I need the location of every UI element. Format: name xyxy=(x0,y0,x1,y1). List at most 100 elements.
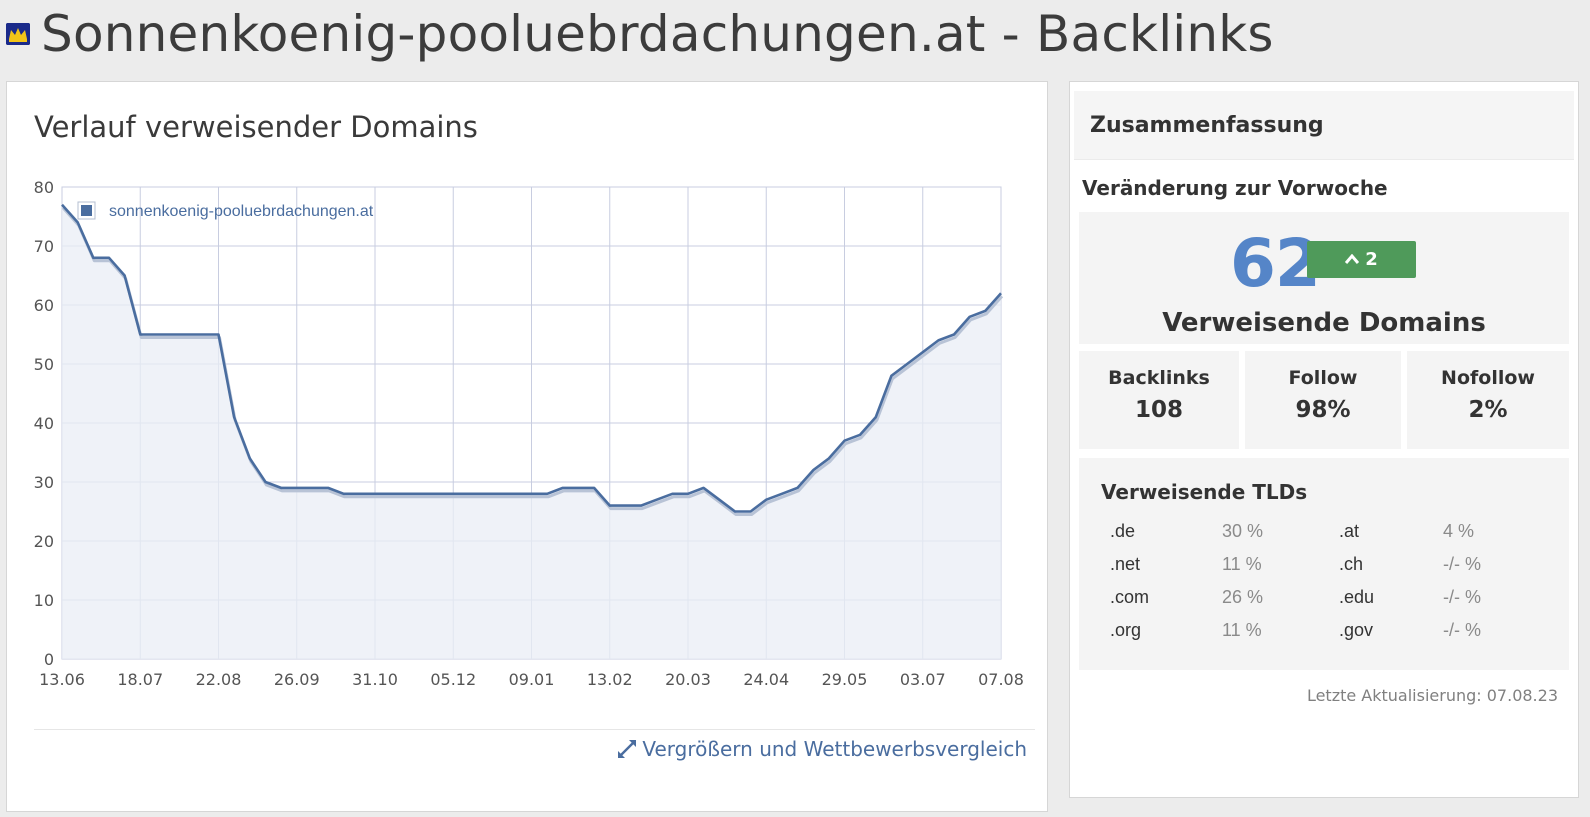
data-point xyxy=(61,203,64,206)
tld-title: Verweisende TLDs xyxy=(1101,480,1308,504)
data-point xyxy=(671,492,674,495)
crown-icon xyxy=(6,23,30,45)
series-line xyxy=(61,203,1002,513)
data-point xyxy=(749,510,752,513)
data-point xyxy=(436,492,439,495)
x-tick-label: 26.09 xyxy=(274,670,320,689)
tld-percent: 4 % xyxy=(1443,521,1475,541)
y-tick-label: 80 xyxy=(34,178,54,197)
data-point xyxy=(139,333,142,336)
expand-compare-label[interactable]: Vergrößern und Wettbewerbsvergleich xyxy=(642,737,1027,761)
data-point xyxy=(201,333,204,336)
data-point xyxy=(311,487,314,490)
data-point xyxy=(718,498,721,501)
data-point xyxy=(1000,292,1003,295)
chart-divider xyxy=(34,729,1035,730)
data-point xyxy=(796,487,799,490)
data-point xyxy=(170,333,173,336)
change-value: 2 xyxy=(1365,249,1378,270)
data-point xyxy=(984,310,987,313)
data-point xyxy=(233,416,236,419)
tld-percent: 11 % xyxy=(1222,554,1262,574)
page-title: Sonnenkoenig-pooluebrdachungen.at - Back… xyxy=(41,5,1274,63)
tld-row: .net 11 % .ch -/- % xyxy=(1079,554,1569,584)
data-point xyxy=(890,374,893,377)
data-point xyxy=(577,487,580,490)
referring-domains-label: Verweisende Domains xyxy=(1162,308,1486,338)
data-point xyxy=(702,487,705,490)
page-header: Sonnenkoenig-pooluebrdachungen.at - Back… xyxy=(6,0,1274,68)
series-area xyxy=(62,204,1001,659)
summary-panel: Zusammenfassung Veränderung zur Vorwoche… xyxy=(1069,81,1579,798)
y-tick-label: 70 xyxy=(34,237,54,256)
x-tick-label: 13.06 xyxy=(39,670,85,689)
tld-percent: 30 % xyxy=(1222,521,1264,541)
x-tick-label: 03.07 xyxy=(900,670,946,689)
data-point xyxy=(608,504,611,507)
tld-percent: 11 % xyxy=(1222,620,1262,640)
data-point xyxy=(123,274,126,277)
tld-name: .gov xyxy=(1339,620,1374,640)
chart-title: Verlauf verweisender Domains xyxy=(34,110,478,144)
data-point xyxy=(828,457,831,460)
x-tick-label: 29.05 xyxy=(822,670,868,689)
data-point xyxy=(937,339,940,342)
data-point xyxy=(624,504,627,507)
stat-backlinks: Backlinks 108 xyxy=(1079,351,1239,449)
data-point xyxy=(248,457,251,460)
x-tick-label: 18.07 xyxy=(117,670,163,689)
weekly-change-title: Veränderung zur Vorwoche xyxy=(1082,176,1388,200)
data-point xyxy=(92,256,95,259)
data-point xyxy=(640,504,643,507)
stat-nofollow: Nofollow 2% xyxy=(1407,351,1569,449)
x-tick-label: 05.12 xyxy=(430,670,476,689)
stat-follow: Follow 98% xyxy=(1245,351,1401,449)
data-point xyxy=(499,492,502,495)
x-tick-label: 31.10 xyxy=(352,670,398,689)
tld-row: .de 30 % .at 4 % xyxy=(1079,521,1569,551)
summary-header: Zusammenfassung xyxy=(1074,91,1574,160)
tld-name: .com xyxy=(1110,587,1150,607)
y-tick-label: 60 xyxy=(34,296,54,315)
tld-name: .edu xyxy=(1339,587,1375,607)
data-point xyxy=(327,487,330,490)
referring-domains-count: 62 xyxy=(1230,225,1321,302)
referring-domains-box: 62 2 Verweisende Domains xyxy=(1079,212,1569,344)
data-point xyxy=(561,487,564,490)
data-point xyxy=(968,315,971,318)
x-tick-label: 13.02 xyxy=(587,670,633,689)
tld-percent: 26 % xyxy=(1222,587,1264,607)
summary-title: Zusammenfassung xyxy=(1090,113,1324,138)
data-point xyxy=(655,498,658,501)
data-point xyxy=(530,492,533,495)
data-point xyxy=(859,433,862,436)
legend-swatch xyxy=(81,205,92,216)
legend-label: sonnenkoenig-pooluebrdachungen.at xyxy=(109,203,374,220)
stat-value: 2% xyxy=(1468,397,1508,423)
data-point xyxy=(374,492,377,495)
data-point xyxy=(342,492,345,495)
data-point xyxy=(953,333,956,336)
tld-percent: -/- % xyxy=(1443,620,1481,640)
data-point xyxy=(515,492,518,495)
data-point xyxy=(76,221,79,224)
y-tick-label: 30 xyxy=(34,473,54,492)
data-point xyxy=(295,487,298,490)
data-point xyxy=(687,492,690,495)
referring-tlds-box: Verweisende TLDs .de 30 % .at 4 % .net 1… xyxy=(1079,458,1569,670)
data-point xyxy=(452,492,455,495)
data-point xyxy=(468,492,471,495)
data-point xyxy=(781,492,784,495)
data-point xyxy=(264,481,267,484)
y-tick-label: 20 xyxy=(34,532,54,551)
chevron-up-icon xyxy=(1345,252,1360,268)
data-point xyxy=(483,492,486,495)
expand-compare-link[interactable]: Vergrößern und Wettbewerbsvergleich xyxy=(616,737,1027,761)
x-tick-label: 07.08 xyxy=(978,670,1024,689)
tld-name: .net xyxy=(1110,554,1141,574)
tld-name: .at xyxy=(1339,521,1360,541)
y-tick-label: 40 xyxy=(34,414,54,433)
expand-arrows-icon xyxy=(618,740,637,758)
data-point xyxy=(906,363,909,366)
data-point xyxy=(186,333,189,336)
